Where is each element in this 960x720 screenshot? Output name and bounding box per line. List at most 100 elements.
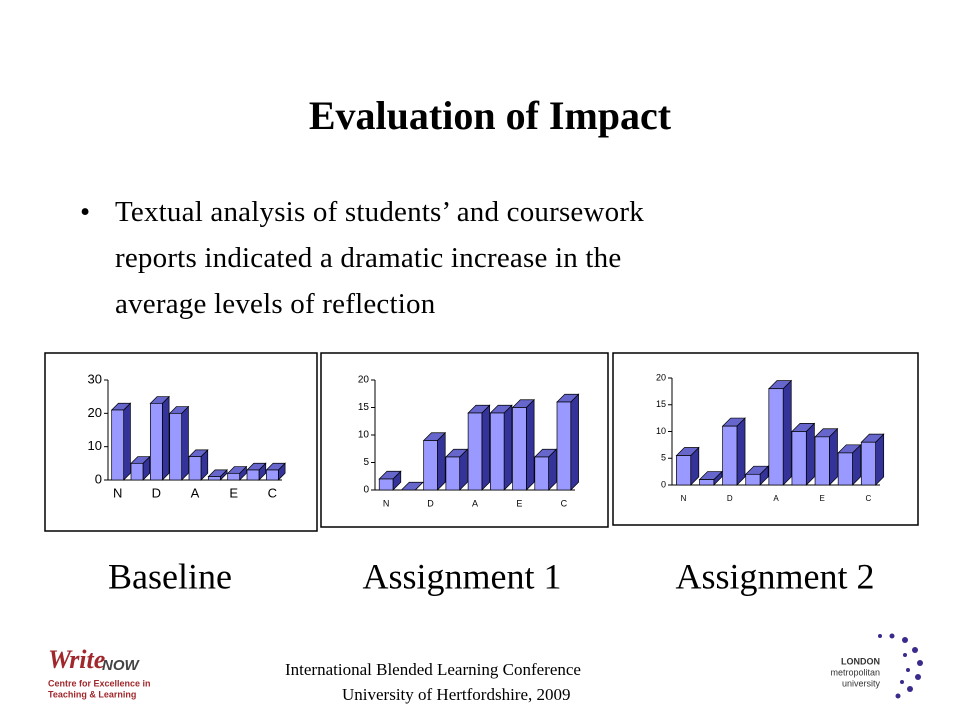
bar	[744, 465, 769, 486]
logo-dots	[878, 633, 923, 699]
x-tick-label: C	[268, 485, 277, 500]
bar-side	[805, 422, 815, 486]
x-tick-label: N	[383, 498, 390, 508]
bar-side	[525, 398, 535, 491]
bar	[837, 443, 862, 486]
y-tick-label: 0	[95, 471, 102, 486]
x-tick-label: A	[191, 485, 200, 500]
logo-text: Write	[48, 645, 105, 674]
logo-text: NOW	[102, 657, 141, 674]
y-tick-label: 10	[88, 438, 102, 453]
logo-caption: Centre for Excellence in	[48, 678, 151, 688]
bullet-line: reports indicated a dramatic increase in…	[115, 242, 622, 274]
bar	[860, 433, 885, 486]
bar-front	[188, 456, 202, 481]
bar-front	[149, 402, 163, 481]
bar-side	[123, 402, 131, 481]
y-tick-label: 5	[363, 457, 369, 468]
bar-front	[676, 455, 692, 486]
bar-front	[445, 456, 461, 491]
bar-front	[768, 388, 784, 486]
bar	[675, 446, 700, 486]
bar	[246, 462, 267, 481]
y-tick-label: 5	[661, 453, 666, 463]
bar	[378, 470, 402, 491]
x-tick-label: A	[773, 494, 779, 503]
slide-title: Evaluation of Impact	[308, 93, 672, 138]
x-tick-label: D	[152, 485, 161, 500]
y-tick-label: 30	[88, 371, 102, 386]
x-tick-label: C	[866, 494, 872, 503]
bar-front	[227, 472, 241, 481]
bullet-dot: •	[80, 196, 91, 228]
x-tick-label: N	[681, 494, 687, 503]
bar-front	[207, 476, 221, 481]
y-tick-label: 15	[358, 402, 370, 413]
bar	[791, 422, 816, 486]
bar-front	[722, 425, 738, 486]
y-tick-label: 10	[656, 426, 666, 436]
y-tick-label: 20	[656, 372, 666, 382]
logo-text: metropolitan	[830, 667, 880, 677]
bar-front	[814, 436, 830, 486]
x-tick-label: E	[820, 494, 825, 503]
y-tick-label: 20	[88, 405, 102, 420]
bar-front	[489, 412, 505, 491]
x-tick-label: D	[727, 494, 733, 503]
bar	[489, 404, 513, 491]
y-tick-label: 0	[363, 485, 369, 496]
bar	[814, 427, 839, 486]
bar-side	[875, 433, 885, 486]
bar	[721, 417, 746, 486]
bar	[110, 402, 132, 481]
bar-front	[423, 440, 438, 491]
bar-side	[181, 405, 189, 481]
y-tick-label: 10	[358, 430, 370, 441]
chart-caption: Assignment 2	[675, 556, 874, 596]
y-tick-label: 15	[656, 399, 666, 409]
bar-front	[745, 473, 761, 486]
bar	[422, 431, 447, 491]
bar-front	[246, 469, 260, 481]
bar	[226, 465, 248, 481]
writenow-logo: Write NOW Centre for Excellence in Teach…	[48, 645, 151, 699]
logo-caption: Teaching & Learning	[48, 689, 136, 699]
x-tick-label: D	[427, 498, 434, 508]
y-tick-label: 20	[358, 375, 370, 386]
chart-caption: Baseline	[108, 556, 232, 596]
bar-front	[130, 462, 144, 481]
x-tick-label: N	[113, 485, 122, 500]
bullet-line: average levels of reflection	[115, 288, 436, 320]
bar	[698, 470, 723, 486]
x-tick-label: A	[472, 498, 478, 508]
bar-front	[265, 469, 279, 481]
bar	[130, 455, 151, 481]
bar-front	[512, 407, 527, 491]
bar-side	[481, 404, 491, 491]
bar-side	[503, 404, 513, 491]
bar-front	[791, 431, 807, 486]
logo-text: university	[842, 678, 881, 688]
footer-line: International Blended Learning Conferenc…	[285, 660, 581, 679]
bar	[767, 379, 793, 486]
bar-front	[169, 412, 183, 481]
bar	[265, 462, 286, 481]
bar-side	[829, 427, 838, 486]
bar	[188, 449, 209, 481]
bar-front	[378, 478, 394, 491]
bar	[168, 405, 190, 481]
bar-front	[111, 409, 125, 481]
footer-line: University of Hertfordshire, 2009	[342, 685, 571, 704]
x-tick-label: E	[229, 485, 238, 500]
londonmet-logo: LONDON metropolitan university	[830, 633, 923, 699]
bar	[511, 398, 535, 491]
bar	[149, 395, 170, 481]
chart-caption: Assignment 1	[362, 556, 561, 596]
bullet-line: Textual analysis of students’ and course…	[115, 196, 644, 228]
bar-front	[467, 412, 483, 491]
bar	[533, 448, 558, 491]
bar	[400, 481, 424, 491]
bar-front	[534, 456, 549, 491]
